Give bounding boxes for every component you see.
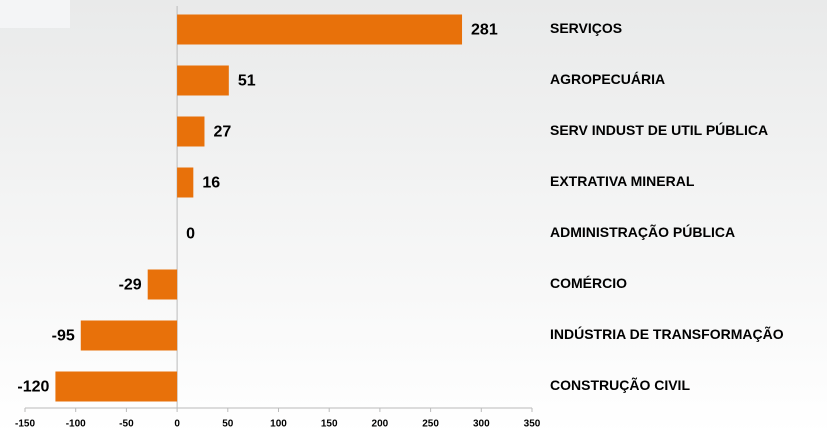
x-tick-label: 350 [524, 419, 541, 430]
value-label: 16 [202, 175, 220, 192]
bar [55, 371, 178, 402]
x-tick-label: 200 [372, 419, 389, 430]
bar [177, 65, 229, 96]
x-tick-label: -100 [66, 419, 86, 430]
value-label: 27 [213, 124, 231, 141]
value-label: -120 [17, 379, 49, 396]
category-label: COMÉRCIO [550, 275, 627, 291]
category-label: AGROPECUÁRIA [550, 71, 665, 87]
x-tick-label: 250 [422, 419, 439, 430]
category-label: SERVIÇOS [550, 20, 622, 36]
category-label: SERV INDUST DE UTIL PÚBLICA [550, 121, 768, 138]
bar [177, 14, 463, 45]
x-tick-label: 150 [321, 419, 338, 430]
corner-box [0, 0, 70, 28]
value-label: 0 [186, 226, 195, 243]
bar [147, 269, 178, 300]
category-label: CONSTRUÇÃO CIVIL [550, 376, 690, 393]
value-label: 51 [238, 73, 256, 90]
x-tick-label: 0 [174, 419, 180, 430]
x-tick-label: 100 [270, 419, 287, 430]
category-label: INDÚSTRIA DE TRANSFORMAÇÃO [550, 325, 784, 342]
value-label: -95 [52, 328, 75, 345]
value-label: 281 [471, 22, 498, 39]
category-label: ADMINISTRAÇÃO PÚBLICA [550, 223, 735, 240]
bar [80, 320, 178, 351]
bar [177, 116, 205, 147]
bar [177, 167, 194, 198]
x-tick-label: 300 [473, 419, 490, 430]
category-label: EXTRATIVA MINERAL [550, 173, 695, 189]
value-label: -29 [119, 277, 142, 294]
x-tick-label: -150 [15, 419, 35, 430]
x-tick-label: -50 [119, 419, 134, 430]
x-tick-label: 50 [222, 419, 234, 430]
